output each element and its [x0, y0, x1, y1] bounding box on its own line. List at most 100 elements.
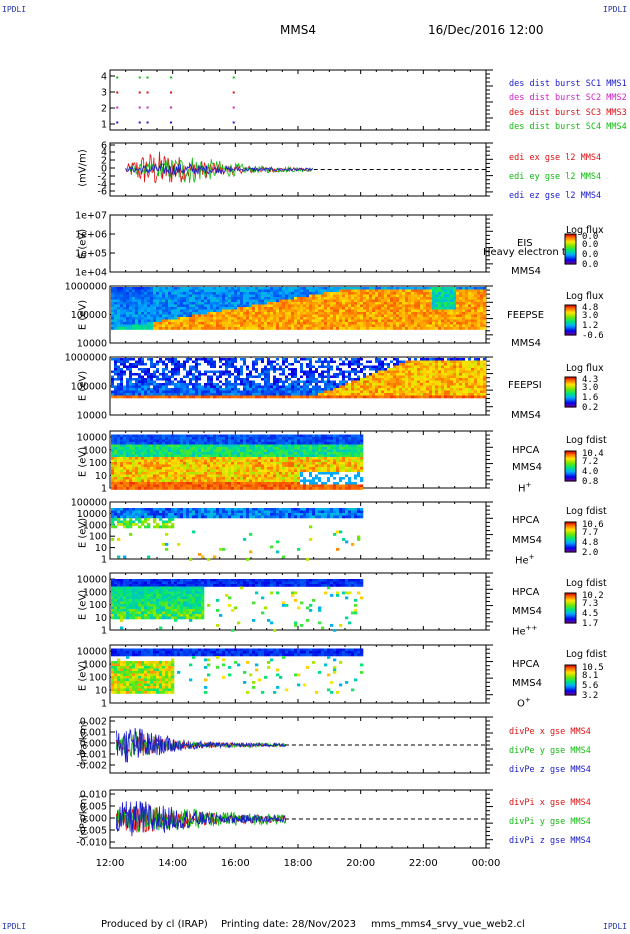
- hpca-h-cb-value: 4.0: [582, 467, 598, 477]
- eis-instrument: EIS: [517, 238, 533, 249]
- hpca-he-ytick: 1: [101, 555, 107, 566]
- hpca-h-species: H+: [518, 481, 532, 495]
- burst-marker: [232, 91, 235, 94]
- eis-right-ticks: [486, 214, 493, 273]
- hpca-he-cb-value: 4.8: [582, 538, 598, 548]
- hpca-h-cb-value: 10.4: [582, 449, 604, 459]
- feepsi-cb-value: 1.6: [582, 393, 598, 403]
- feepse-ytick: 1000000: [65, 282, 107, 293]
- divpi-ytick: -0.010: [76, 838, 107, 849]
- corner-label-bottom-left: IPDLI: [2, 922, 27, 931]
- corner-label-top-right: IPDLI: [603, 5, 628, 14]
- feepsi-ytick: 10000: [77, 411, 107, 422]
- hpca-o-cb-value: 10.5: [582, 663, 604, 673]
- hpca-o-cb-value: 3.2: [582, 691, 598, 701]
- hpca-he-cb-title: Log fdist: [566, 506, 607, 517]
- footer-produced-by: Produced by cl (IRAP): [101, 919, 208, 930]
- feepsi-cb-value: 0.2: [582, 403, 598, 413]
- hpca-he2-ytick: 10000: [77, 575, 107, 586]
- divpi-ytick: 0.000: [80, 814, 107, 825]
- divpe-series-line: [115, 731, 286, 757]
- footer-printing-date: Printing date: 28/Nov/2023: [221, 919, 357, 930]
- burst-legend-item: des dist burst SC4 MMS4: [509, 122, 627, 132]
- burst-marker: [116, 121, 119, 124]
- divpi-series-line: [115, 801, 286, 837]
- burst-marker: [146, 91, 149, 94]
- feepsi-instrument: FEEPSI: [508, 380, 542, 391]
- divpe-legend-item: divPe z gse MMS4: [509, 765, 591, 775]
- x-tick-label: 00:00: [472, 858, 501, 869]
- edi-ytick: 0: [101, 164, 107, 175]
- feepsi-spectrogram: [111, 358, 487, 399]
- hpca-he2-ytick: 100: [89, 600, 107, 611]
- burst-marker: [146, 121, 149, 124]
- edi-legend-item: edi ex gse l2 MMS4: [509, 153, 601, 163]
- corner-label-bottom-right: IPDLI: [603, 922, 628, 931]
- feepse-cb-value: -0.6: [582, 331, 604, 341]
- hpca-h-ytick: 10: [95, 471, 107, 482]
- feepsi-ytick: 100000: [71, 382, 107, 393]
- burst-legend-item: des dist burst SC1 MMS1: [509, 79, 627, 89]
- hpca-o-spectrogram: [111, 648, 364, 694]
- divpi-series-line: [115, 806, 286, 833]
- hpca-o-right-ticks: [486, 644, 493, 704]
- hpca-o-cb-title: Log fdist: [566, 649, 607, 660]
- eis-ytick: 1e+07: [75, 211, 107, 222]
- burst-marker: [116, 91, 119, 94]
- hpca-he-ytick: 1000: [83, 520, 107, 531]
- hpca-h-ytick: 1: [101, 484, 107, 495]
- divpi-legend-item: divPi z gse MMS4: [509, 836, 591, 846]
- feepsi-ytick: 1000000: [65, 353, 107, 364]
- eis-colorbar: [564, 233, 577, 265]
- eis-ytick: 1e+04: [75, 268, 107, 279]
- burst-marker: [116, 106, 119, 109]
- eis-cb-title: Log flux: [566, 225, 604, 236]
- hpca-o-colorbar: [564, 664, 577, 696]
- eis-cb-value: 0.0: [582, 232, 598, 242]
- hpca-he-cb-value: 7.7: [582, 528, 598, 538]
- hpca-he2-cb-value: 10.2: [582, 591, 604, 601]
- burst-marker: [170, 91, 173, 94]
- x-tick-label: 14:00: [158, 858, 187, 869]
- eis-cb-value: 0.0: [582, 260, 598, 270]
- hpca-he-instrument: HPCA: [512, 515, 540, 526]
- burst-marker: [170, 106, 173, 109]
- eis-frame: [109, 214, 487, 273]
- hpca-he2-spectrogram: [111, 579, 364, 632]
- hpca-h-right-ticks: [486, 430, 493, 489]
- hpca-h-colorbar: [564, 450, 577, 482]
- hpca-he-right-ticks: [486, 501, 493, 560]
- edi-ytick: 2: [101, 156, 107, 167]
- hpca-he2-instrument: HPCA: [512, 587, 540, 598]
- edi-series-line: [125, 162, 313, 177]
- hpca-he-cb-value: 10.6: [582, 520, 604, 530]
- edi-ytick: 6: [101, 141, 107, 152]
- hpca-he2-species: He++: [512, 624, 538, 638]
- hpca-he-ytick: 100000: [71, 498, 107, 509]
- hpca-o-cb-value: 8.1: [582, 671, 598, 681]
- burst-marker: [138, 106, 141, 109]
- divpe-ytick: 0.000: [80, 739, 107, 750]
- hpca-he-species: He+: [515, 553, 535, 567]
- burst-ytick: 1: [101, 120, 107, 131]
- burst-marker: [146, 106, 149, 109]
- feepse-right-ticks: [486, 285, 493, 344]
- feepse-cb-value: 4.8: [582, 303, 598, 313]
- eis-spacecraft: MMS4: [511, 266, 541, 277]
- hpca-o-instrument: HPCA: [512, 659, 540, 670]
- edi-ytick: -6: [98, 187, 107, 198]
- hpca-he-cb-value: 2.0: [582, 548, 598, 558]
- hpca-h-cb-value: 7.2: [582, 457, 598, 467]
- divpe-legend-item: divPe y gse MMS4: [509, 746, 591, 756]
- x-tick-label: 20:00: [346, 858, 375, 869]
- burst-frame: [109, 69, 487, 131]
- edi-ytick: -2: [98, 172, 107, 183]
- edi-legend-item: edi ez gse l2 MMS4: [509, 191, 601, 201]
- divpe-series-line: [115, 727, 286, 763]
- feepsi-spacecraft: MMS4: [511, 410, 541, 421]
- burst-marker: [232, 106, 235, 109]
- hpca-he2-cb-value: 4.5: [582, 609, 598, 619]
- divpe-right-ticks: [486, 716, 493, 774]
- burst-marker: [138, 76, 141, 79]
- spacecraft-title: MMS4: [280, 23, 316, 37]
